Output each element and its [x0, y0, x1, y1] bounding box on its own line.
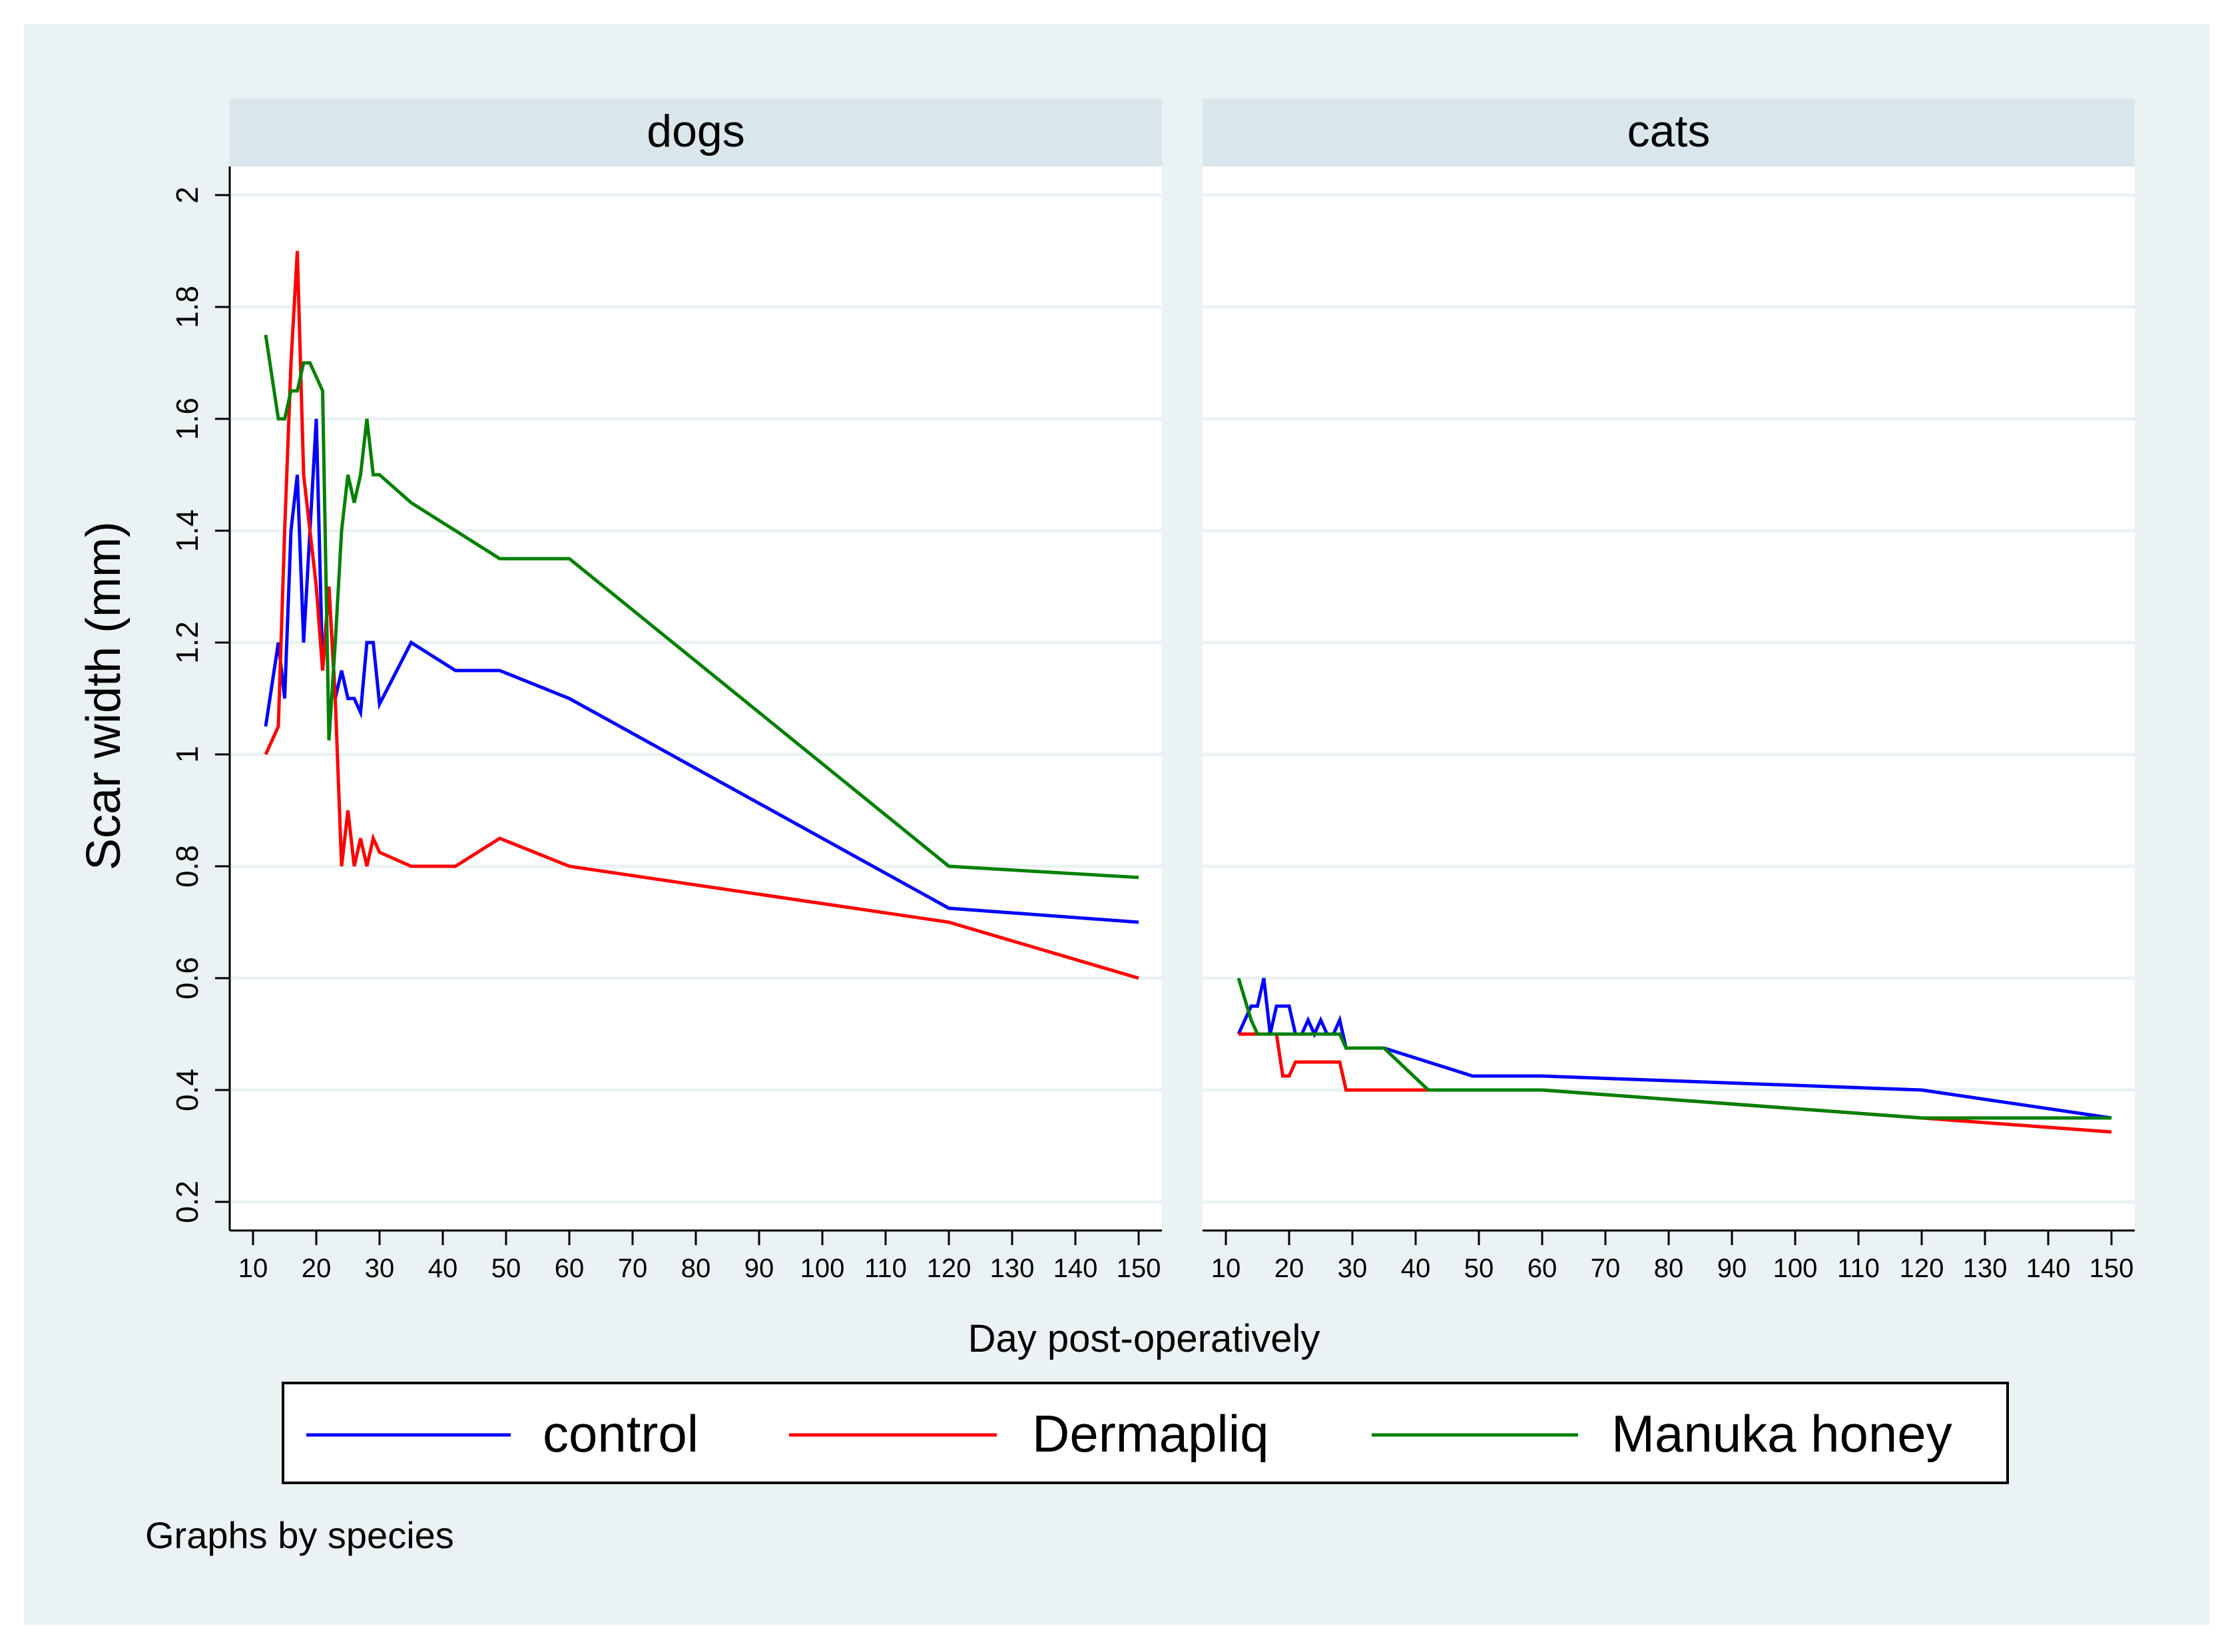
- x-tick-label-cats-3: 40: [1401, 1254, 1431, 1283]
- y-tick-label-7: 1.6: [170, 398, 204, 440]
- series-line-dogs-manuka-honey: [264, 334, 1139, 880]
- panel-title-dogs: dogs: [647, 106, 744, 156]
- plot-area-dogs: [230, 166, 1162, 1231]
- x-tick-label-dogs-11: 120: [927, 1254, 972, 1283]
- y-tick-label-4: 1: [170, 746, 204, 763]
- y-tick-label-0: 0.2: [170, 1181, 204, 1223]
- x-tick-label-dogs-1: 20: [302, 1254, 332, 1283]
- series-line-dogs-dermapliq: [264, 250, 1139, 980]
- x-tick-label-dogs-7: 80: [681, 1254, 711, 1283]
- legend: control Dermapliq Manuka honey: [282, 1382, 2009, 1484]
- series-line-cats-control: [1237, 977, 2112, 1120]
- x-tick-label-dogs-6: 70: [618, 1254, 648, 1283]
- x-tick-label-cats-14: 150: [2090, 1254, 2134, 1283]
- x-tick-label-dogs-13: 140: [1053, 1254, 1098, 1283]
- x-axis-title: Day post-operatively: [968, 1317, 1320, 1360]
- x-tick-label-cats-10: 110: [1837, 1254, 1880, 1283]
- x-tick-label-cats-8: 90: [1717, 1254, 1747, 1283]
- y-tick-label-5: 1.2: [170, 621, 204, 664]
- graphs-note: Graphs by species: [145, 1514, 454, 1556]
- x-tick-label-dogs-0: 10: [238, 1254, 268, 1283]
- x-tick-label-cats-6: 70: [1591, 1254, 1621, 1283]
- panel-strip-dogs: [230, 99, 1162, 166]
- y-tick-label-1: 0.4: [170, 1069, 204, 1111]
- y-tick-label-9: 2: [170, 186, 204, 204]
- y-tick-label-8: 1.8: [170, 286, 204, 328]
- y-axis-title: Scar width (mm): [77, 521, 131, 870]
- x-tick-label-cats-12: 130: [1963, 1254, 2008, 1283]
- x-tick-label-dogs-2: 30: [365, 1254, 395, 1283]
- series-line-dogs-control: [264, 418, 1139, 924]
- x-tick-label-dogs-4: 50: [491, 1254, 521, 1283]
- y-tick-label-3: 0.8: [170, 845, 204, 888]
- y-tick-label-6: 1.4: [170, 509, 204, 552]
- legend-box: [282, 1382, 2009, 1484]
- panel-dogs: dogs 0.2 0.4 0.6 0.8 1 1.2 1.4 1.6 1.8 2 10 20 30 40 50…: [170, 99, 1162, 1283]
- x-tick-label-cats-2: 30: [1338, 1254, 1368, 1283]
- legend-label-manuka-honey: Manuka honey: [1611, 1404, 1952, 1463]
- x-tick-label-dogs-5: 60: [555, 1254, 585, 1283]
- series-line-cats-manuka-honey: [1237, 977, 2111, 1120]
- legend-label-dermapliq: Dermapliq: [1032, 1404, 1268, 1463]
- x-tick-label-dogs-10: 110: [864, 1254, 907, 1283]
- x-tick-label-cats-4: 50: [1464, 1254, 1494, 1283]
- x-tick-label-cats-0: 10: [1211, 1254, 1241, 1283]
- x-tick-label-cats-13: 140: [2026, 1254, 2071, 1283]
- x-tick-label-dogs-14: 150: [1117, 1254, 1161, 1283]
- x-tick-label-cats-1: 20: [1274, 1254, 1304, 1283]
- plot-area-cats: [1203, 166, 2135, 1231]
- panel-cats: cats 10 20 30 40 50 60 70 80 90 100 110 120 130 140 150: [1203, 99, 2135, 1283]
- x-tick-label-cats-7: 80: [1654, 1254, 1684, 1283]
- x-tick-label-cats-5: 60: [1528, 1254, 1557, 1283]
- x-tick-label-dogs-12: 130: [990, 1254, 1035, 1283]
- x-tick-label-dogs-9: 100: [800, 1254, 845, 1283]
- y-tick-label-2: 0.6: [170, 957, 204, 999]
- x-tick-label-cats-9: 100: [1773, 1254, 1818, 1283]
- x-tick-label-dogs-8: 90: [744, 1254, 774, 1283]
- panel-title-cats: cats: [1627, 106, 1711, 156]
- legend-label-control: control: [543, 1404, 698, 1463]
- x-tick-label-dogs-3: 40: [428, 1254, 458, 1283]
- panels-layer: dogs 0.2 0.4 0.6 0.8 1 1.2 1.4 1.6 1.8 2 10 20 30 40 50…: [170, 99, 2135, 1283]
- panel-strip-cats: [1203, 99, 2135, 166]
- x-tick-label-cats-11: 120: [1900, 1254, 1944, 1283]
